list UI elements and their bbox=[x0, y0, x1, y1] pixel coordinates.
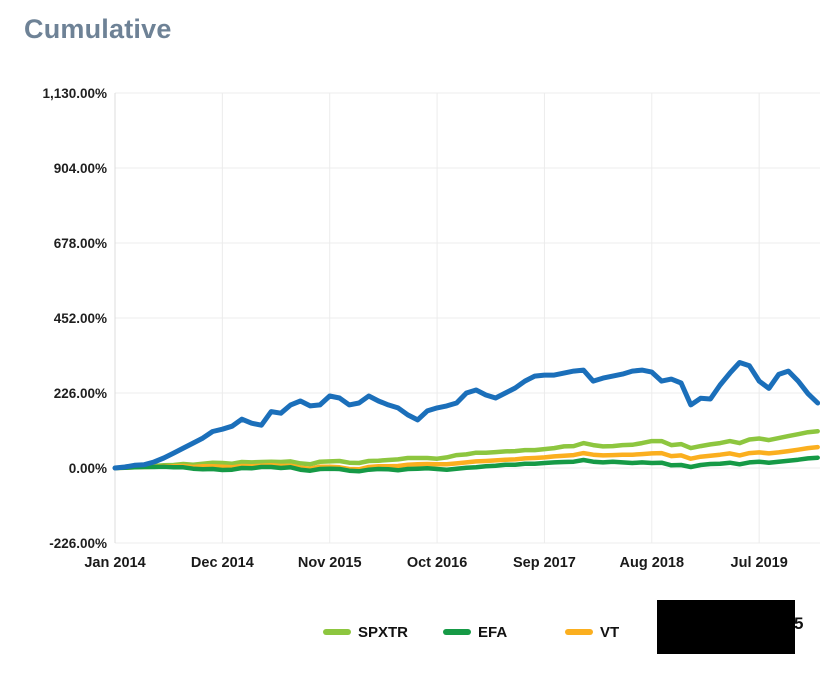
series-line-VT bbox=[112, 444, 820, 472]
y-tick-label: 452.00% bbox=[54, 311, 107, 326]
series-line-redacted bbox=[112, 360, 820, 471]
y-tick-label: -226.00% bbox=[49, 536, 107, 551]
x-tick-label: Nov 2015 bbox=[298, 555, 362, 571]
y-tick-label: 904.00% bbox=[54, 161, 107, 176]
y-tick-label: 1,130.00% bbox=[42, 86, 107, 101]
x-tick-label: Jan 2014 bbox=[84, 555, 145, 571]
page-title: Cumulative bbox=[24, 14, 172, 44]
x-tick-label: Dec 2014 bbox=[191, 555, 254, 571]
x-tick-label: Oct 2016 bbox=[407, 555, 467, 571]
y-tick-label: 226.00% bbox=[54, 386, 107, 401]
y-tick-label: 678.00% bbox=[54, 236, 107, 251]
x-tick-label: Sep 2017 bbox=[513, 555, 576, 571]
x-tick-label: Aug 2018 bbox=[620, 555, 684, 571]
x-tick-label: Jul 2019 bbox=[731, 555, 788, 571]
series-line-EFA bbox=[112, 455, 820, 474]
y-tick-label: 0.00% bbox=[69, 461, 107, 476]
series-line-SPXTR bbox=[112, 428, 820, 471]
